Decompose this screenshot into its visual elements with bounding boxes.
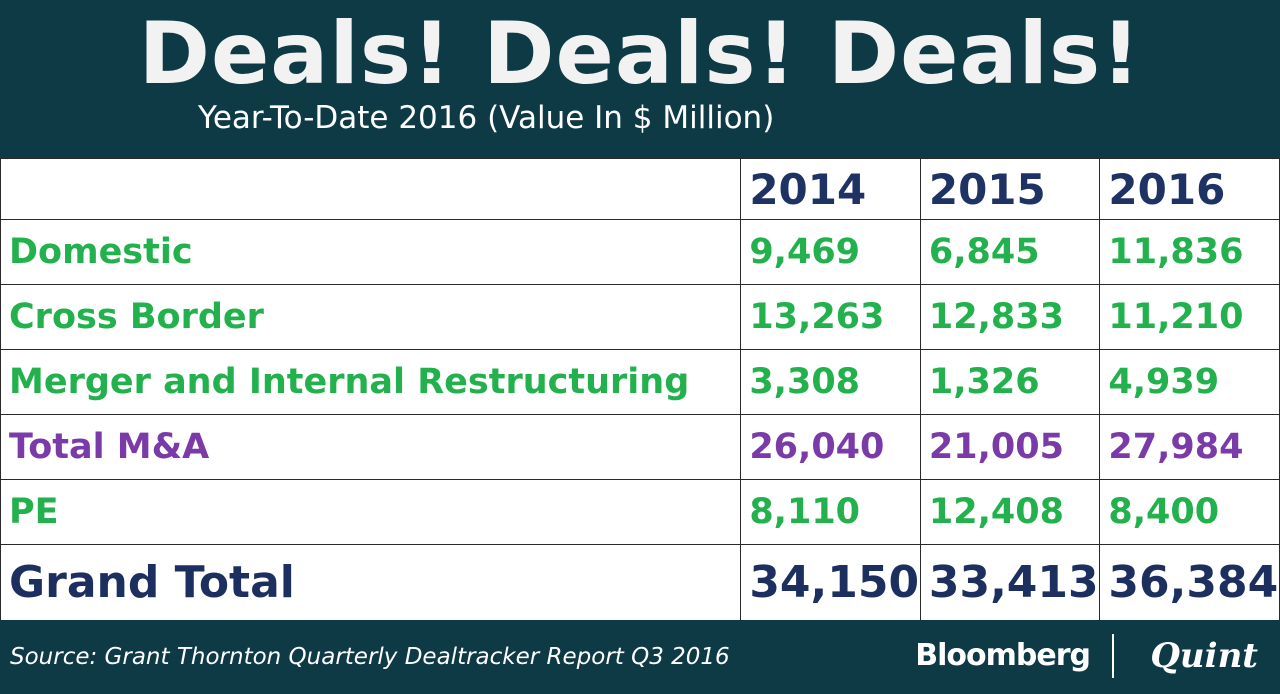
table-row-merger-restructuring: Merger and Internal Restructuring 3,308 …: [0, 349, 1280, 415]
table-row-total-ma: Total M&A 26,040 21,005 27,984: [0, 414, 1280, 480]
table-row-grand-total: Grand Total 34,150 33,413 36,384: [0, 544, 1280, 621]
column-header-2016: 2016: [1099, 158, 1280, 220]
cell-value: 12,833: [919, 284, 1101, 350]
cell-value: 3,308: [740, 349, 921, 415]
row-label: Cross Border: [0, 284, 742, 350]
row-label: Grand Total: [0, 544, 742, 621]
cell-value: 11,836: [1099, 219, 1280, 285]
cell-value: 26,040: [740, 414, 921, 480]
cell-value: 12,408: [919, 479, 1101, 545]
column-header-2014: 2014: [740, 158, 921, 220]
brand-quint: Quint: [1150, 636, 1258, 676]
cell-value: 21,005: [919, 414, 1101, 480]
cell-value: 6,845: [919, 219, 1101, 285]
footer-bar: Source: Grant Thornton Quarterly Dealtra…: [0, 620, 1280, 694]
row-label: PE: [0, 479, 742, 545]
cell-value: 27,984: [1099, 414, 1280, 480]
table-row-pe: PE 8,110 12,408 8,400: [0, 479, 1280, 545]
table-row-domestic: Domestic 9,469 6,845 11,836: [0, 219, 1280, 285]
page-subtitle: Year-To-Date 2016 (Value In $ Million): [198, 100, 775, 136]
deals-table: 2014 2015 2016 Domestic 9,469 6,845 11,8…: [0, 158, 1280, 621]
cell-value: 9,469: [740, 219, 921, 285]
cell-value: 13,263: [740, 284, 921, 350]
header-cell-empty: [0, 158, 742, 220]
table-header-row: 2014 2015 2016: [0, 158, 1280, 220]
header-banner: Deals! Deals! Deals! Year-To-Date 2016 (…: [0, 0, 1280, 158]
row-label: Domestic: [0, 219, 742, 285]
deals-table-container: 2014 2015 2016 Domestic 9,469 6,845 11,8…: [0, 158, 1280, 621]
page-title: Deals! Deals! Deals!: [138, 4, 1142, 104]
table-row-cross-border: Cross Border 13,263 12,833 11,210: [0, 284, 1280, 350]
cell-value: 8,400: [1099, 479, 1280, 545]
cell-value: 1,326: [919, 349, 1101, 415]
row-label: Total M&A: [0, 414, 742, 480]
brand-divider: [1112, 634, 1114, 678]
cell-value: 8,110: [740, 479, 921, 545]
cell-value: 34,150: [740, 544, 921, 621]
cell-value: 4,939: [1099, 349, 1280, 415]
row-label: Merger and Internal Restructuring: [0, 349, 742, 415]
column-header-2015: 2015: [919, 158, 1101, 220]
brand-bloomberg: Bloomberg: [915, 638, 1091, 673]
source-note: Source: Grant Thornton Quarterly Dealtra…: [10, 644, 730, 670]
cell-value: 11,210: [1099, 284, 1280, 350]
cell-value: 33,413: [919, 544, 1101, 621]
cell-value: 36,384: [1099, 544, 1280, 621]
